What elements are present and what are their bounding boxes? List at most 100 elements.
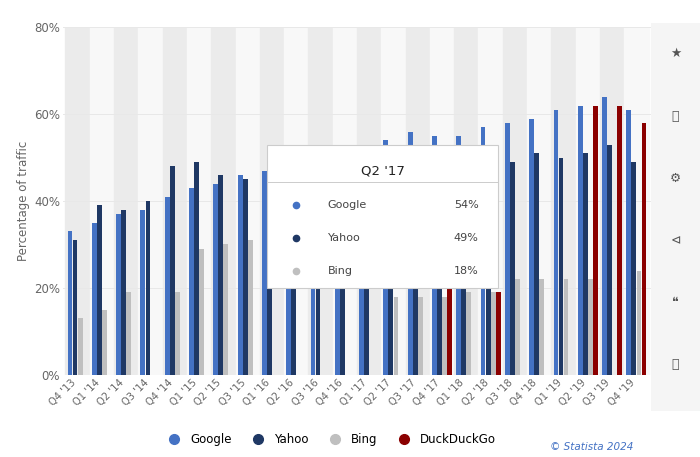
Bar	[407, 132, 412, 375]
Bar	[486, 175, 491, 375]
Text: Q2 '17: Q2 '17	[360, 164, 405, 177]
Bar	[593, 106, 598, 375]
Bar	[527, 27, 552, 375]
Bar	[262, 171, 267, 375]
Bar	[418, 297, 423, 375]
Bar	[479, 27, 503, 375]
Bar	[116, 214, 121, 375]
Bar	[164, 197, 169, 375]
Bar	[430, 27, 454, 375]
Y-axis label: Percentage of traffic: Percentage of traffic	[17, 141, 30, 261]
Bar	[631, 162, 636, 375]
Bar	[602, 97, 607, 375]
Bar	[316, 175, 321, 375]
Bar	[503, 27, 527, 375]
Text: 🔔: 🔔	[672, 110, 679, 122]
Bar	[248, 240, 253, 375]
Bar	[364, 166, 369, 375]
Bar	[505, 123, 510, 375]
Bar	[442, 297, 447, 375]
Bar	[340, 171, 345, 375]
Bar	[175, 292, 180, 375]
Bar	[600, 27, 624, 375]
Bar	[481, 127, 486, 375]
Bar	[68, 232, 72, 375]
Bar	[199, 249, 204, 375]
Bar	[389, 162, 393, 375]
Bar	[461, 192, 466, 375]
Bar	[139, 27, 162, 375]
Bar	[432, 136, 437, 375]
Bar	[211, 27, 235, 375]
Bar	[552, 27, 575, 375]
Bar	[447, 175, 452, 375]
Bar	[187, 27, 211, 375]
Bar	[617, 106, 622, 375]
Bar	[243, 180, 248, 375]
Bar	[575, 27, 600, 375]
Text: ⊲: ⊲	[671, 234, 680, 247]
Bar	[223, 244, 228, 375]
Bar	[170, 166, 175, 375]
Bar	[583, 154, 588, 375]
Bar	[218, 175, 223, 375]
Bar	[309, 27, 332, 375]
Bar	[466, 292, 471, 375]
Bar	[554, 110, 559, 375]
Bar	[332, 27, 357, 375]
Bar	[235, 27, 260, 375]
Bar	[564, 279, 568, 375]
Bar	[607, 144, 612, 375]
Text: Google: Google	[328, 201, 367, 210]
Bar	[286, 162, 291, 375]
Bar	[636, 271, 641, 375]
Bar	[141, 210, 146, 375]
Bar	[588, 279, 593, 375]
Bar	[357, 27, 382, 375]
Bar	[496, 292, 500, 375]
Bar	[189, 188, 194, 375]
Bar	[578, 106, 582, 375]
Text: © Statista 2024: © Statista 2024	[550, 442, 634, 452]
FancyBboxPatch shape	[267, 144, 498, 288]
Bar	[284, 27, 309, 375]
Bar	[102, 310, 107, 375]
Bar	[405, 27, 430, 375]
Text: 🖶: 🖶	[672, 358, 679, 371]
Bar	[126, 292, 131, 375]
Bar	[491, 292, 496, 375]
Bar	[534, 154, 539, 375]
Bar	[73, 240, 78, 375]
Text: ★: ★	[670, 48, 681, 60]
Bar	[162, 27, 187, 375]
Bar	[642, 123, 646, 375]
Bar	[529, 119, 534, 375]
Bar	[97, 206, 102, 375]
Bar	[114, 27, 139, 375]
Bar	[267, 184, 272, 375]
Bar	[194, 162, 199, 375]
Text: Bing: Bing	[328, 266, 353, 276]
Bar	[437, 175, 442, 375]
Bar	[146, 201, 150, 375]
Bar	[624, 27, 649, 375]
Legend: Google, Yahoo, Bing, DuckDuckGo: Google, Yahoo, Bing, DuckDuckGo	[157, 429, 501, 451]
Bar	[311, 158, 316, 375]
Bar	[121, 210, 126, 375]
Bar	[65, 27, 90, 375]
Bar	[413, 166, 418, 375]
Bar	[539, 279, 544, 375]
Text: 54%: 54%	[454, 201, 479, 210]
Bar	[238, 175, 242, 375]
Bar	[382, 27, 405, 375]
Bar	[456, 136, 461, 375]
Bar	[92, 223, 97, 375]
Bar	[78, 318, 83, 375]
Bar	[359, 144, 364, 375]
Bar	[260, 27, 284, 375]
Bar	[515, 279, 520, 375]
Bar	[559, 158, 564, 375]
Text: 49%: 49%	[454, 233, 479, 243]
Bar	[384, 140, 388, 375]
Bar	[335, 149, 339, 375]
